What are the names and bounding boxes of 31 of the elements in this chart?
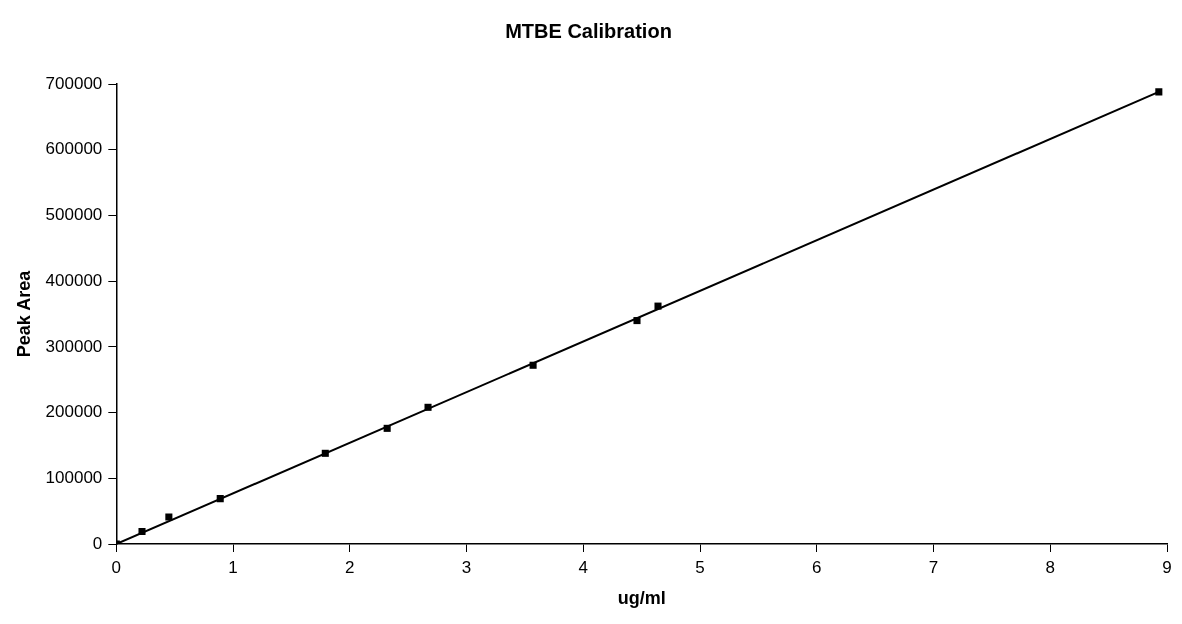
x-tick-label: 5: [695, 557, 705, 577]
x-tick-label: 4: [578, 557, 589, 577]
point: [529, 361, 537, 369]
x-tick-label: 9: [1162, 557, 1172, 577]
x-tick-label: 6: [812, 557, 822, 577]
point: [633, 317, 641, 325]
y-tick-label: 300000: [45, 336, 103, 356]
y-tick-label: 600000: [45, 139, 103, 159]
x-tick-label: 8: [1045, 557, 1055, 577]
y-tick-label: 0: [92, 533, 103, 553]
y-tick-label: 500000: [45, 205, 103, 225]
y-tick-label: 100000: [45, 467, 103, 487]
y-tick-label: 200000: [45, 402, 103, 422]
point: [216, 495, 224, 503]
point: [138, 527, 146, 536]
y-tick-label: 700000: [45, 73, 103, 93]
point: [654, 302, 662, 310]
x-tick-label: 7: [928, 557, 939, 577]
y-tick-label: 400000: [45, 270, 103, 290]
x-tick-label: 2: [345, 557, 355, 577]
point: [1155, 88, 1163, 96]
chart-title: MTBE Calibration: [505, 19, 672, 42]
point: [383, 424, 391, 432]
x-tick-label: 3: [461, 557, 472, 577]
x-axis-title: ug/ml: [617, 588, 666, 609]
y-axis-title: Peak Area: [13, 269, 34, 358]
x-tick-label: 1: [228, 557, 238, 577]
point: [321, 449, 329, 457]
point: [424, 403, 432, 411]
x-tick-label: 0: [111, 557, 122, 577]
point: [165, 513, 173, 521]
